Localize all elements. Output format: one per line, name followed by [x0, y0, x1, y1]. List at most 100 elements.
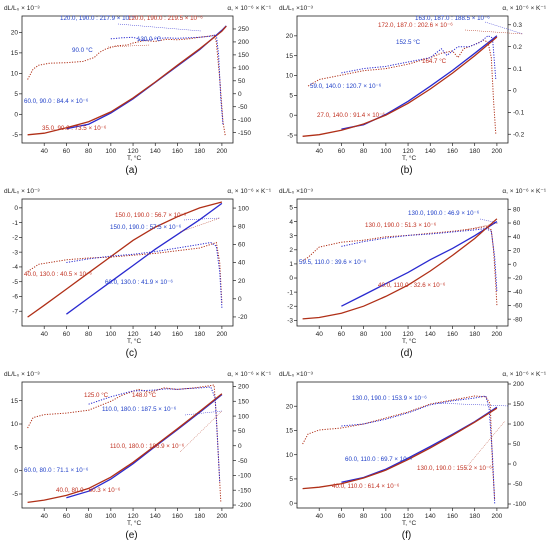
y-tick-label-left: 0: [289, 112, 293, 119]
y-tick-label-left: 4: [289, 219, 293, 226]
annotation-blue: 130.0, 190.0 : 153.9 × 10⁻⁶: [352, 395, 427, 402]
panel-label: (c): [126, 348, 138, 359]
alpha-curve-blue: [341, 395, 496, 505]
y-tick-label-right: 40: [238, 260, 246, 267]
right-axis-label: α, × 10⁻⁶ × K⁻¹: [227, 371, 271, 378]
annotation-red: 27.0, 140.0 : 91.4 × 10⁻⁶: [317, 112, 385, 119]
y-tick-label-left: -5: [12, 132, 18, 139]
y-tick-label-left: 2: [289, 247, 293, 254]
x-axis-label: T, °C: [402, 154, 416, 162]
dl-curve-red: [302, 218, 498, 320]
y-tick-label-left: 1: [289, 261, 293, 268]
annotation-leader: [464, 29, 524, 35]
y-tick-label-right: -0.1: [513, 110, 525, 117]
right-axis-label: α, × 10⁻⁶ × K⁻¹: [227, 5, 271, 12]
x-tick-label: 40: [41, 513, 49, 520]
y-tick-label-left: 5: [289, 205, 293, 212]
right-axis-label: α, × 10⁻⁶ × K⁻¹: [502, 188, 546, 195]
y-tick-label-left: 10: [286, 452, 294, 459]
x-tick-label: 140: [425, 513, 436, 520]
annotation-red: 35.0, 90.0 : 73.5 × 10⁻⁶: [42, 125, 107, 132]
x-tick-label: 160: [172, 513, 183, 520]
chart-panel-b: dL/L₀ ×10⁻³ α, × 10⁻⁶ × K⁻¹ T, °C (b) 40 60 80…: [279, 5, 547, 176]
x-tick-label: 120: [403, 148, 414, 155]
y-tick-label-left: 15: [11, 50, 19, 57]
plot-area: [302, 395, 510, 505]
plot-frame: [296, 198, 509, 327]
y-tick-label-left: 0: [14, 205, 18, 212]
y-tick-label-left: 5: [289, 93, 293, 100]
dl-curve-red: [27, 201, 223, 318]
x-tick-label: 180: [469, 513, 480, 520]
x-tick-label: 80: [85, 148, 93, 155]
x-tick-label: 200: [216, 148, 227, 155]
plot-frame: [21, 15, 234, 144]
plot-area: [302, 218, 499, 320]
y-tick-label-right: 150: [513, 401, 524, 408]
y-tick-label-left: 20: [286, 33, 294, 40]
x-tick-label: 40: [316, 513, 324, 520]
y-tick-label-left: -5: [12, 279, 18, 286]
x-tick-label: 80: [85, 331, 93, 338]
alpha-curve-red: [27, 34, 226, 136]
y-tick-label-right: 100: [513, 421, 524, 428]
y-tick-label-right: 50: [513, 441, 521, 448]
dl-curve-red: [302, 407, 498, 490]
annotation-blue: 60.0, 130.0 : 41.9 × 10⁻⁶: [105, 279, 173, 286]
panel-label: (a): [125, 165, 137, 176]
y-tick-label-left: -2: [12, 235, 18, 242]
annotation-leader: [434, 402, 510, 407]
y-tick-label-right: -40: [513, 289, 523, 296]
x-tick-label: 200: [491, 148, 502, 155]
y-tick-label-right: 200: [513, 381, 524, 388]
y-tick-label-right: 150: [238, 52, 249, 59]
y-tick-label-left: 15: [286, 428, 294, 435]
x-tick-label: 160: [447, 513, 458, 520]
y-tick-label-right: -150: [238, 130, 251, 137]
x-tick-label: 140: [150, 148, 161, 155]
x-tick-label: 140: [150, 331, 161, 338]
y-tick-label-right: -50: [238, 458, 248, 465]
y-tick-label-left: -4: [12, 264, 18, 271]
y-tick-label-left: -6: [12, 294, 18, 301]
x-tick-label: 80: [360, 331, 368, 338]
annotation-blue: 152.5 °C: [396, 39, 421, 46]
x-axis-label: T, °C: [402, 519, 416, 527]
annotation-leader: [464, 222, 499, 231]
annotation-leader: [184, 410, 223, 416]
x-tick-label: 60: [63, 148, 71, 155]
x-tick-label: 80: [360, 513, 368, 520]
y-tick-label-right: 0: [238, 443, 242, 450]
right-axis-label: α, × 10⁻⁶ × K⁻¹: [502, 371, 546, 378]
y-tick-label-right: 80: [238, 223, 246, 230]
y-tick-label-left: 0: [289, 500, 293, 507]
y-tick-label-right: 100: [238, 205, 249, 212]
y-tick-label-right: 250: [238, 26, 249, 33]
y-tick-label-left: 5: [14, 91, 18, 98]
annotation-leader: [179, 410, 223, 453]
x-tick-label: 100: [380, 148, 391, 155]
panel-label: (d): [400, 348, 412, 359]
x-tick-label: 100: [105, 148, 116, 155]
annotation-blue: 110.0, 180.0 : 187.5 × 10⁻⁶: [102, 406, 177, 413]
y-tick-label-right: 20: [238, 278, 246, 285]
dl-curve-red: [27, 25, 227, 136]
y-tick-label-left: 5: [14, 445, 18, 452]
y-tick-label-left: -3: [12, 249, 18, 256]
annotation-blue: 150.0, 190.0 : 57.5 × 10⁻⁶: [110, 224, 182, 231]
annotation-red: 40.0, 80.0 : 60.3 × 10⁻⁶: [56, 487, 121, 494]
y-tick-label-left: 0: [289, 275, 293, 282]
panel-label: (b): [400, 165, 412, 176]
y-tick-label-right: -100: [513, 501, 526, 508]
x-tick-label: 60: [338, 148, 346, 155]
left-axis-label: dL/L₀ ×10⁻³: [279, 371, 314, 378]
y-tick-label-right: -20: [513, 275, 523, 282]
dl-curve-blue: [66, 202, 223, 315]
x-tick-label: 40: [41, 331, 49, 338]
annotation-leader: [117, 23, 202, 32]
annotation-leader: [107, 44, 151, 48]
annotation-red: 40.0, 110.0 : 32.6 × 10⁻⁶: [378, 282, 446, 289]
annotation-red: 148.0 °C: [132, 392, 157, 399]
annotation-red: 120.0, 190.0 : 219.5 × 10⁻⁶: [128, 15, 203, 22]
x-tick-label: 120: [403, 331, 414, 338]
